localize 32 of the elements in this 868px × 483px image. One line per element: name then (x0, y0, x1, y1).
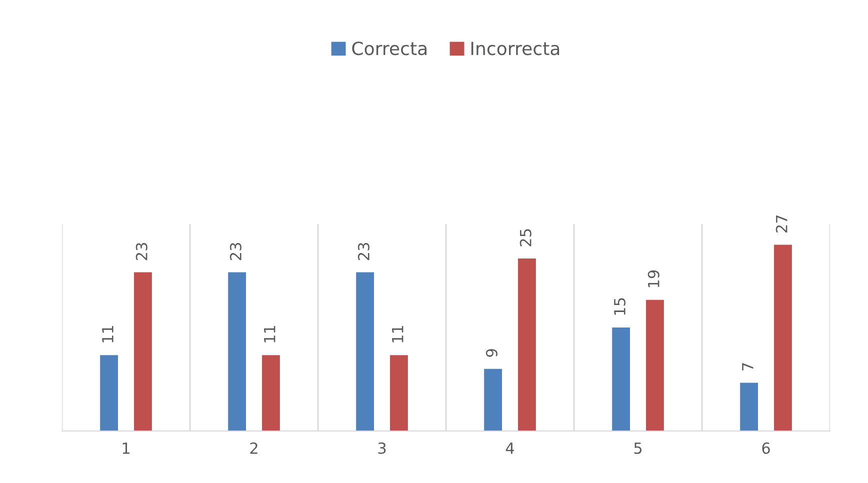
legend-label: Incorrecta (471, 42, 560, 56)
bar (390, 355, 408, 431)
x-tick-label: 6 (762, 442, 770, 454)
data-label: 19 (648, 270, 660, 288)
x-tick-label: 4 (506, 442, 514, 454)
data-label: 23 (358, 242, 370, 260)
data-label: 11 (264, 326, 276, 342)
bar (740, 382, 758, 431)
bar (518, 258, 536, 431)
data-label: 23 (136, 242, 148, 260)
bar (774, 244, 792, 431)
bar (646, 300, 664, 431)
data-label: 27 (776, 215, 788, 232)
x-tick-label: 5 (634, 442, 642, 454)
bar (262, 355, 280, 431)
data-label: 25 (520, 229, 532, 246)
x-tick-label: 1 (122, 442, 130, 454)
bar (100, 355, 118, 431)
data-label: 23 (230, 242, 242, 260)
bar (228, 272, 246, 431)
bar (612, 328, 630, 431)
data-label: 9 (486, 349, 498, 357)
data-label: 11 (392, 326, 404, 342)
x-tick-label: 2 (250, 442, 258, 454)
bar (134, 272, 152, 431)
data-label: 7 (742, 363, 754, 370)
bar (484, 368, 502, 431)
data-label: 11 (102, 326, 114, 342)
data-label: 15 (614, 298, 626, 315)
legend-label: Correcta (352, 42, 426, 56)
x-tick-label: 3 (378, 442, 386, 454)
bar (356, 272, 374, 431)
